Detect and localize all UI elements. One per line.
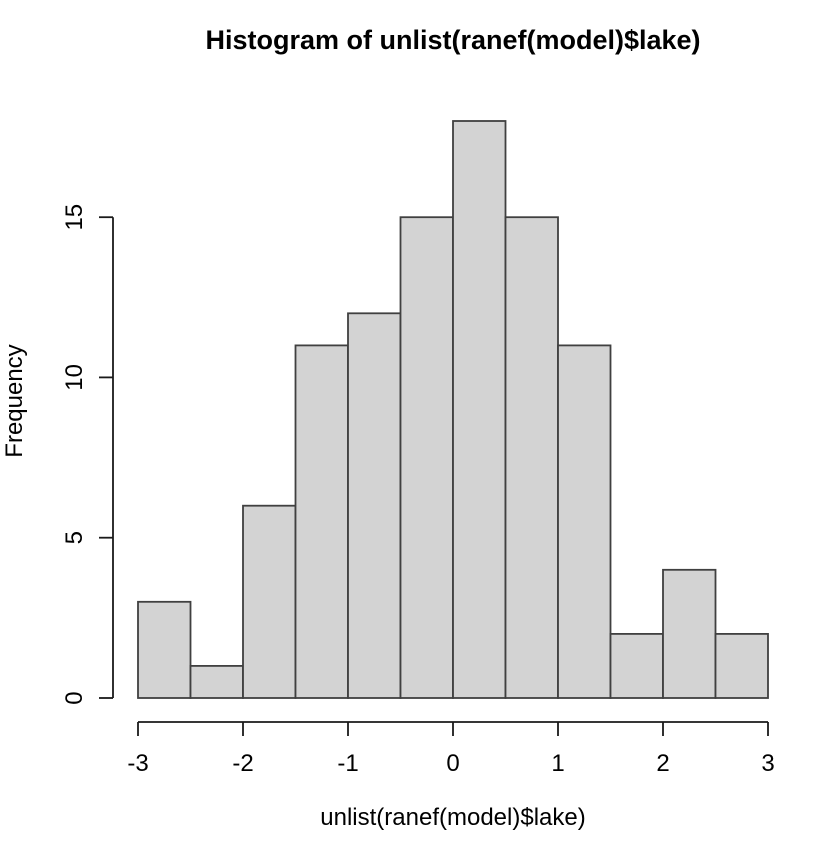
y-tick-label: 5	[61, 531, 88, 544]
histogram-bar	[504, 216, 559, 699]
histogram-bar	[189, 665, 244, 699]
histogram-bar	[452, 120, 507, 699]
x-tick-label: 2	[656, 750, 669, 777]
histogram-bar	[347, 312, 402, 699]
x-tick-label: -1	[337, 750, 358, 777]
x-axis-label: unlist(ranef(model)$lake)	[320, 804, 586, 831]
histogram-bar	[399, 216, 454, 699]
histogram-bar	[662, 568, 717, 699]
histogram-bar	[714, 633, 769, 699]
histogram-bar	[557, 344, 612, 699]
x-tick-label: 0	[446, 750, 459, 777]
y-tick-label: 15	[61, 204, 88, 231]
x-tick-label: 3	[761, 750, 774, 777]
chart-title: Histogram of unlist(ranef(model)$lake)	[205, 25, 701, 55]
y-tick-label: 0	[61, 691, 88, 704]
x-tick-label: -2	[232, 750, 253, 777]
histogram-bar	[294, 344, 349, 699]
x-tick-label: -3	[127, 750, 148, 777]
histogram-bar	[242, 504, 297, 699]
x-tick-label: 1	[551, 750, 564, 777]
y-axis-label: Frequency	[1, 344, 28, 458]
y-tick-label: 10	[61, 364, 88, 391]
histogram-bar	[609, 633, 664, 699]
histogram-bar	[137, 600, 192, 699]
